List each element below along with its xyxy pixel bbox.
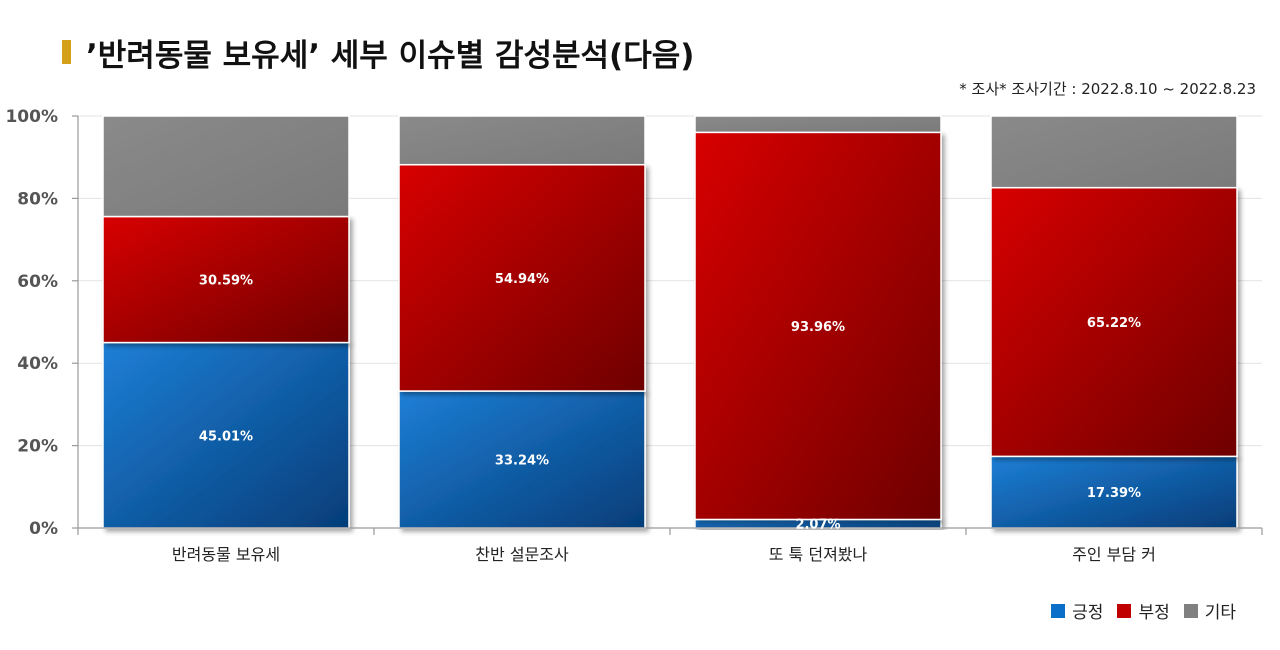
y-tick-label: 20% [17, 437, 58, 457]
legend-label-positive: 긍정 [1072, 603, 1104, 623]
bar-negative [694, 131, 942, 521]
data-label-positive: 45.01% [199, 429, 253, 444]
data-label-positive: 33.24% [495, 454, 549, 469]
bar-positive [990, 455, 1238, 529]
bar-other [398, 115, 646, 166]
legend-item-negative: 부정 [1117, 598, 1170, 623]
x-category-label: 또 툭 던져봤나 [769, 545, 868, 564]
data-label-negative: 30.59% [199, 274, 253, 289]
legend-item-other: 기타 [1183, 598, 1236, 623]
legend-swatch-positive [1051, 603, 1066, 618]
bar-other [102, 115, 350, 218]
legend-swatch-other [1183, 603, 1198, 618]
bar-negative [990, 186, 1238, 458]
legend: 긍정 부정 기타 [1051, 598, 1236, 623]
data-label-positive: 2.07% [795, 518, 840, 533]
bar-other [990, 115, 1238, 189]
y-tick-label: 40% [17, 354, 58, 374]
bar-negative [398, 163, 646, 392]
y-tick-label: 80% [17, 189, 58, 209]
legend-label-other: 기타 [1204, 603, 1236, 623]
y-tick-label: 100% [5, 107, 58, 127]
x-category-label: 찬반 설문조사 [475, 545, 569, 564]
legend-item-positive: 긍정 [1051, 598, 1103, 623]
x-category-label: 반려동물 보유세 [172, 545, 280, 564]
legend-label-negative: 부정 [1138, 603, 1170, 623]
data-label-negative: 65.22% [1087, 316, 1141, 331]
y-tick-label: 60% [17, 272, 58, 292]
x-category-label: 주인 부담 커 [1072, 545, 1156, 564]
data-label-negative: 93.96% [791, 320, 845, 335]
bar-negative [102, 215, 350, 344]
title-marker [62, 40, 71, 64]
y-tick-label: 0% [29, 519, 58, 539]
data-label-negative: 54.94% [495, 272, 549, 287]
legend-swatch-negative [1117, 603, 1132, 618]
bar-other [694, 115, 942, 134]
survey-period: * 조사* 조사기간 : 2022.8.10 ~ 2022.8.23 [959, 80, 1256, 98]
chart-title: ’반려동물 보유세’ 세부 이슈별 감성분석(다음) [86, 38, 695, 74]
data-label-positive: 17.39% [1087, 486, 1141, 501]
